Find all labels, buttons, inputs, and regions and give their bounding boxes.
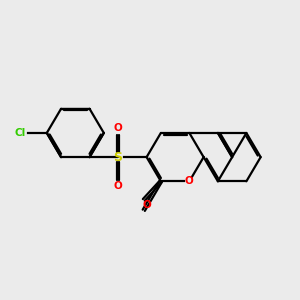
Text: O: O — [114, 123, 122, 133]
Text: O: O — [185, 176, 194, 186]
Text: S: S — [114, 151, 123, 164]
Text: Cl: Cl — [14, 128, 26, 138]
Text: O: O — [114, 181, 122, 191]
Text: O: O — [142, 200, 151, 211]
